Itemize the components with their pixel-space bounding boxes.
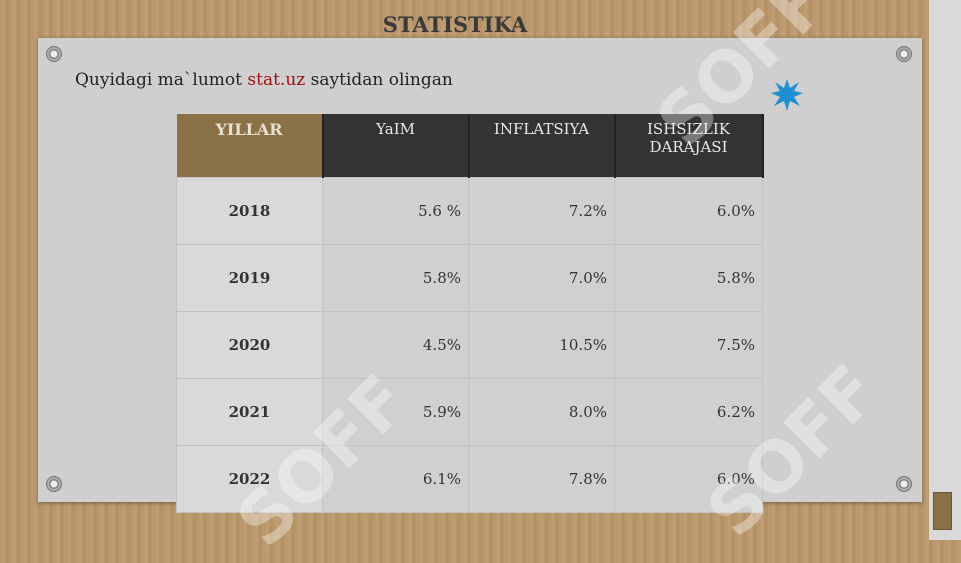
scroll-thumb bbox=[933, 492, 952, 530]
year-cell: 2022 bbox=[176, 445, 323, 513]
table-row: 2022 6.1% 7.8% 6.0% bbox=[176, 445, 763, 513]
source-link[interactable]: stat.uz bbox=[247, 70, 306, 90]
year-cell: 2020 bbox=[176, 311, 323, 379]
screw bbox=[896, 46, 912, 62]
screw bbox=[896, 476, 912, 492]
table-row: 2019 5.8% 7.0% 5.8% bbox=[176, 244, 763, 312]
value-cell: 5.8% bbox=[614, 244, 763, 312]
column-header: INFLATSIYA bbox=[468, 114, 616, 178]
value-cell: 5.8% bbox=[322, 244, 469, 312]
value-cell: 6.0% bbox=[614, 445, 763, 513]
year-cell: 2019 bbox=[176, 244, 323, 312]
intro-text: Quyidagi ma`lumot stat.uz saytidan oling… bbox=[75, 70, 453, 90]
value-cell: 10.5% bbox=[468, 311, 615, 379]
screw bbox=[46, 476, 62, 492]
value-cell: 8.0% bbox=[468, 378, 615, 446]
side-bar bbox=[929, 0, 961, 540]
slide: STATISTIKA Quyidagi ma`lumot stat.uz say… bbox=[0, 0, 961, 540]
value-cell: 6.0% bbox=[614, 177, 763, 245]
value-cell: 7.5% bbox=[614, 311, 763, 379]
table-row: 2020 4.5% 10.5% 7.5% bbox=[176, 311, 763, 379]
year-cell: 2018 bbox=[176, 177, 323, 245]
value-cell: 5.9% bbox=[322, 378, 469, 446]
value-cell: 7.2% bbox=[468, 177, 615, 245]
value-cell: 5.6 % bbox=[322, 177, 469, 245]
header-row: YILLAR YaIM INFLATSIYA ISHSIZLIK DARAJASI bbox=[176, 114, 764, 178]
column-header: YaIM bbox=[322, 114, 470, 178]
intro-before: Quyidagi ma`lumot bbox=[75, 70, 248, 90]
year-cell: 2021 bbox=[176, 378, 323, 446]
value-cell: 6.2% bbox=[614, 378, 763, 446]
stats-table: YILLAR YaIM INFLATSIYA ISHSIZLIK DARAJASI 2… bbox=[176, 114, 764, 513]
column-header: YILLAR bbox=[176, 114, 324, 178]
intro-after: saytidan olingan bbox=[305, 70, 453, 90]
screw bbox=[46, 46, 62, 62]
value-cell: 7.8% bbox=[468, 445, 615, 513]
table-row: 2018 5.6 % 7.2% 6.0% bbox=[176, 177, 763, 245]
table-row: 2021 5.9% 8.0% 6.2% bbox=[176, 378, 763, 446]
slide-title: STATISTIKA bbox=[382, 12, 528, 37]
value-cell: 7.0% bbox=[468, 244, 615, 312]
column-header: ISHSIZLIK DARAJASI bbox=[614, 114, 764, 178]
value-cell: 6.1% bbox=[322, 445, 469, 513]
star-icon bbox=[771, 79, 803, 111]
value-cell: 4.5% bbox=[322, 311, 469, 379]
